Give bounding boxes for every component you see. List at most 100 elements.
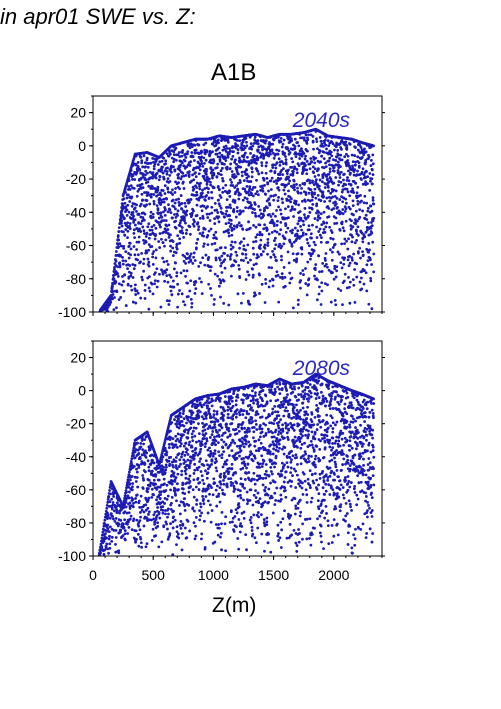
data-point — [248, 226, 252, 230]
data-point — [308, 211, 312, 214]
data-point — [253, 211, 257, 215]
data-point — [204, 416, 208, 420]
data-point — [118, 265, 122, 269]
data-point — [144, 169, 148, 173]
data-point — [220, 161, 224, 165]
data-point — [209, 287, 212, 290]
data-point — [313, 217, 317, 220]
data-point — [214, 443, 217, 447]
data-point — [198, 481, 202, 484]
data-point — [213, 297, 216, 301]
data-point — [106, 309, 109, 312]
data-point — [182, 235, 186, 239]
data-point — [172, 153, 176, 157]
data-point — [199, 457, 202, 461]
data-point — [341, 208, 345, 211]
data-point — [304, 163, 307, 167]
data-point — [123, 518, 127, 522]
data-point — [174, 158, 178, 162]
data-point — [171, 279, 175, 283]
data-point — [136, 485, 140, 489]
data-point — [245, 471, 248, 475]
data-point — [167, 442, 171, 446]
data-point — [266, 252, 269, 256]
data-point — [152, 200, 156, 203]
data-point — [346, 176, 349, 179]
data-point — [117, 226, 121, 229]
data-point — [162, 465, 166, 469]
data-point — [217, 450, 220, 454]
data-point — [165, 453, 169, 457]
data-point — [221, 465, 225, 469]
data-point — [274, 193, 277, 197]
data-point — [335, 265, 339, 269]
data-point — [182, 458, 186, 462]
data-point — [196, 476, 200, 480]
data-point — [238, 276, 242, 280]
data-point — [168, 299, 171, 303]
data-point — [355, 219, 359, 223]
data-point — [208, 492, 211, 496]
data-point — [231, 404, 235, 408]
data-point — [188, 200, 191, 204]
data-point — [165, 450, 169, 454]
data-point — [161, 509, 165, 512]
data-point — [151, 292, 155, 296]
data-point — [271, 284, 275, 288]
x-axis-label: Z(m) — [212, 594, 257, 617]
data-point — [236, 292, 240, 296]
data-point — [132, 517, 136, 521]
data-point — [330, 258, 334, 262]
data-point — [356, 185, 360, 189]
data-point — [135, 476, 139, 479]
data-point — [256, 156, 260, 160]
data-point — [344, 140, 348, 144]
data-point — [136, 532, 140, 536]
data-point — [346, 161, 350, 165]
data-point — [192, 178, 196, 182]
data-point — [265, 228, 269, 231]
data-point — [230, 240, 234, 244]
data-point — [303, 207, 307, 210]
data-point — [362, 201, 366, 205]
data-point — [114, 259, 118, 263]
data-point — [202, 464, 206, 467]
data-point — [120, 219, 124, 223]
data-point — [215, 459, 218, 463]
data-point — [370, 182, 374, 186]
data-point — [356, 155, 360, 159]
data-point — [127, 470, 131, 474]
data-point — [224, 222, 228, 226]
data-point — [178, 444, 182, 448]
data-point — [319, 160, 323, 164]
data-point — [221, 177, 224, 180]
data-point — [238, 413, 242, 417]
data-point — [130, 488, 134, 492]
data-point — [320, 223, 324, 227]
data-point — [166, 280, 170, 284]
data-point — [252, 224, 255, 227]
data-point — [220, 426, 224, 430]
data-point — [132, 267, 136, 270]
data-point — [236, 537, 240, 540]
data-point — [154, 160, 158, 163]
data-point — [269, 169, 273, 173]
data-point — [193, 220, 196, 224]
data-point — [240, 174, 244, 178]
data-point — [199, 470, 203, 473]
data-point — [140, 161, 143, 165]
data-point — [238, 454, 241, 458]
data-point — [144, 178, 148, 182]
data-point — [128, 264, 132, 267]
data-point — [176, 234, 180, 238]
data-point — [277, 245, 281, 248]
data-point — [199, 261, 202, 265]
data-point — [175, 445, 179, 449]
data-point — [369, 164, 373, 167]
data-point — [183, 303, 187, 307]
data-point — [174, 219, 178, 223]
data-point — [260, 282, 264, 286]
data-point — [331, 237, 335, 241]
data-point — [318, 227, 322, 231]
